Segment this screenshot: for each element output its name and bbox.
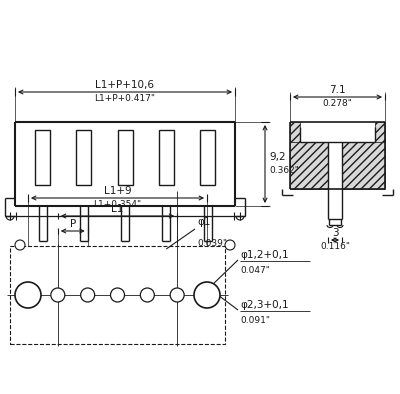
- Circle shape: [225, 240, 235, 250]
- Bar: [118, 130, 132, 185]
- Text: 0.116": 0.116": [320, 242, 350, 251]
- Text: P: P: [70, 219, 76, 229]
- Text: φ1: φ1: [197, 217, 210, 227]
- Bar: [200, 130, 215, 185]
- Bar: [35, 130, 50, 185]
- Bar: [76, 130, 91, 185]
- Bar: [10, 246, 225, 344]
- Text: L1+0.354": L1+0.354": [94, 200, 142, 209]
- Text: 9,2: 9,2: [269, 152, 286, 162]
- Bar: [159, 130, 174, 185]
- Polygon shape: [290, 122, 300, 142]
- Text: 0.091": 0.091": [240, 316, 270, 325]
- Text: 7.1: 7.1: [329, 85, 346, 95]
- Text: 3: 3: [332, 228, 338, 238]
- Text: L1: L1: [111, 204, 124, 214]
- Text: φ1,2+0,1: φ1,2+0,1: [240, 250, 289, 260]
- Text: L1+9: L1+9: [104, 186, 131, 196]
- Text: 0.039": 0.039": [197, 239, 227, 248]
- Circle shape: [15, 240, 25, 250]
- Text: φ2,3+0,1: φ2,3+0,1: [240, 300, 289, 310]
- Text: L1+P+0.417": L1+P+0.417": [94, 94, 156, 103]
- Circle shape: [194, 282, 220, 308]
- Circle shape: [110, 288, 124, 302]
- Text: 0.362": 0.362": [269, 166, 299, 175]
- Circle shape: [140, 288, 154, 302]
- Text: 0.278": 0.278": [322, 99, 352, 108]
- Polygon shape: [375, 122, 385, 142]
- Circle shape: [170, 288, 184, 302]
- Text: 0.047": 0.047": [240, 266, 270, 275]
- Polygon shape: [290, 142, 328, 189]
- Circle shape: [15, 282, 41, 308]
- Circle shape: [81, 288, 95, 302]
- Polygon shape: [342, 142, 385, 189]
- Circle shape: [51, 288, 65, 302]
- Text: L1+P+10,6: L1+P+10,6: [96, 80, 154, 90]
